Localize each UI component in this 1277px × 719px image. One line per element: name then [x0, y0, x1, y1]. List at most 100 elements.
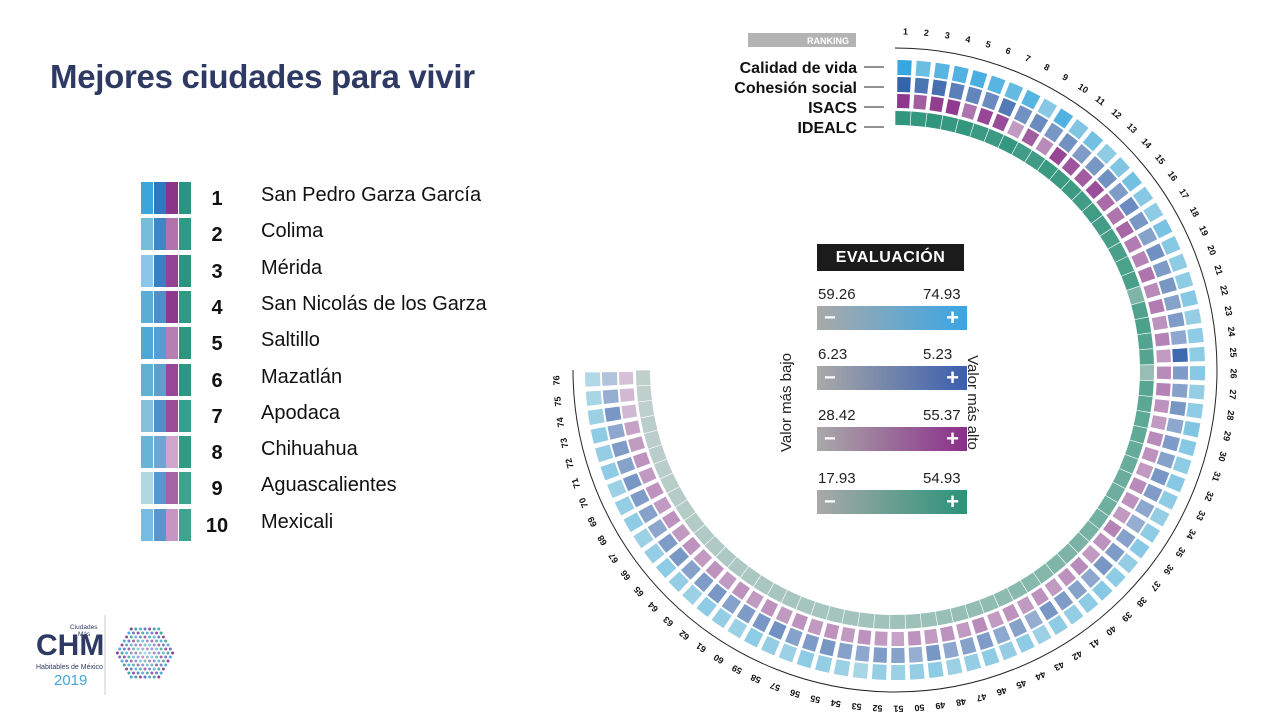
top10-swatch — [166, 182, 179, 214]
radial-cell-calidad — [1068, 119, 1089, 140]
logo-dot — [168, 655, 172, 659]
logo-dot — [132, 671, 135, 675]
radial-rank-label: 43 — [1052, 659, 1066, 673]
radial-rank-label: 15 — [1153, 152, 1167, 166]
radial-cell-calidad — [1184, 308, 1202, 326]
legend-gradient-bar: − + — [817, 489, 967, 514]
radial-cell-isacs — [645, 482, 664, 500]
radial-cell-cohesion — [1137, 227, 1158, 246]
radial-cell-idealc — [940, 115, 959, 133]
radial-cell-isacs — [1007, 120, 1025, 139]
radial-cell-isacs — [913, 94, 927, 110]
radial-cell-cohesion — [981, 91, 1000, 111]
logo-brand-text: CHM — [36, 629, 104, 662]
radial-cell-cohesion — [1167, 312, 1185, 328]
top10-swatch — [141, 436, 153, 469]
radial-cell-isacs — [671, 523, 691, 543]
radial-cell-calidad — [1178, 438, 1197, 457]
logo-dot — [141, 663, 145, 667]
logo-dot — [148, 635, 152, 639]
radial-cell-idealc — [1078, 520, 1100, 542]
logo-dot — [125, 635, 129, 639]
radial-cell-cohesion — [1093, 555, 1114, 576]
radial-cell-idealc — [1049, 169, 1071, 190]
radial-cell-idealc — [1025, 150, 1046, 171]
logo-dot — [148, 643, 152, 647]
radial-cell-calidad — [633, 528, 654, 549]
radial-rank-label: 57 — [769, 680, 782, 693]
radial-cell-calidad — [1063, 604, 1084, 625]
radial-cell-idealc — [648, 445, 667, 464]
legend-scale-min: 28.42 — [818, 407, 856, 424]
top10-rank: 7 — [211, 405, 223, 428]
radial-rank-label: 22 — [1218, 284, 1230, 296]
radial-cell-cohesion — [998, 97, 1017, 117]
radial-cell-idealc — [1139, 364, 1154, 381]
radial-cell-cohesion — [897, 77, 911, 93]
radial-cell-idealc — [640, 415, 658, 434]
legend-scale-max: 74.93 — [923, 286, 961, 303]
radial-cell-idealc — [1126, 286, 1145, 305]
radial-cell-idealc — [920, 611, 938, 628]
radial-cell-isacs — [976, 107, 994, 126]
logo-dot — [161, 659, 165, 663]
radial-cell-calidad — [1021, 89, 1041, 110]
logo-dot — [125, 643, 129, 647]
radial-cell-calidad — [1047, 614, 1068, 636]
logo-dot — [127, 639, 131, 643]
radial-rank-label: 5 — [984, 39, 992, 50]
top10-swatch — [178, 218, 191, 251]
radial-rank-label: 9 — [1061, 72, 1070, 83]
radial-cell-cohesion — [1145, 243, 1165, 262]
radial-cell-isacs — [1151, 315, 1168, 331]
radial-cell-cohesion — [1125, 514, 1146, 534]
radial-rank-label: 25 — [1228, 347, 1239, 358]
logo-dot — [132, 647, 135, 651]
logo-dot — [155, 655, 158, 659]
radial-cell-isacs — [1137, 266, 1156, 283]
minus-icon: − — [824, 428, 836, 450]
radial-cell-calidad — [915, 60, 931, 77]
radial-cell-idealc — [965, 600, 984, 619]
radial-cell-cohesion — [630, 488, 650, 508]
logo-dot — [145, 647, 149, 651]
ring-label: Cohesión social — [734, 80, 857, 97]
ring-label: ISACS — [808, 100, 857, 117]
logo-dot — [155, 671, 158, 675]
ranking-header-box — [748, 33, 856, 47]
top10-rank: 4 — [211, 296, 223, 319]
radial-cell-isacs — [775, 606, 793, 625]
radial-cell-cohesion — [992, 625, 1011, 645]
radial-cell-idealc — [873, 614, 890, 629]
radial-rank-label: 56 — [789, 687, 802, 700]
radial-cell-idealc — [842, 609, 860, 627]
logo-dot — [120, 643, 124, 647]
radial-cell-calidad — [711, 607, 732, 629]
radial-rank-label: 36 — [1162, 563, 1176, 577]
radial-cell-idealc — [826, 606, 845, 624]
radial-cell-cohesion — [1156, 451, 1176, 469]
top10-swatch — [166, 508, 179, 541]
radial-cell-calidad — [871, 664, 887, 680]
radial-cell-isacs — [1061, 157, 1081, 176]
radial-cell-idealc — [636, 370, 651, 386]
top10-swatch — [178, 327, 191, 360]
logo-dot — [134, 659, 138, 663]
radial-cell-idealc — [727, 557, 749, 578]
radial-cell-idealc — [1137, 332, 1154, 350]
radial-cell-cohesion — [680, 559, 701, 580]
radial-cell-isacs — [693, 548, 713, 568]
radial-cell-cohesion — [1067, 579, 1088, 600]
radial-rank-label: 48 — [955, 696, 967, 708]
radial-cell-idealc — [636, 385, 652, 402]
logo-dot — [157, 635, 161, 639]
radial-cell-idealc — [704, 536, 726, 557]
plus-icon: + — [946, 305, 959, 330]
radial-cell-cohesion — [959, 637, 977, 655]
radial-cell-isacs — [1123, 235, 1142, 254]
top10-swatch — [166, 327, 179, 360]
logo-dot — [145, 631, 149, 635]
radial-cell-isacs — [1148, 298, 1165, 315]
top10-rank: 6 — [211, 369, 223, 392]
radial-rank-label: 17 — [1177, 187, 1191, 201]
